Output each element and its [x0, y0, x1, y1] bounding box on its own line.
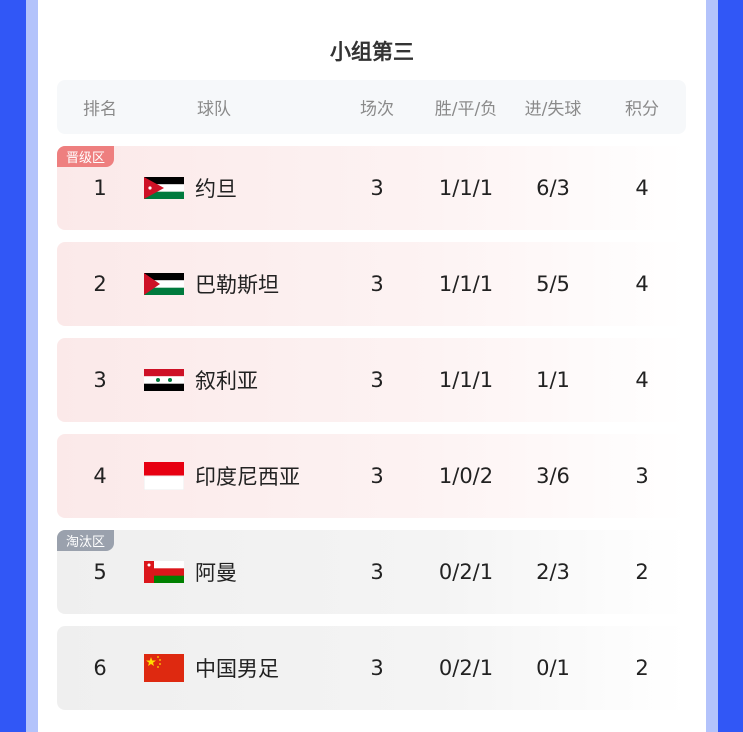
team-name: 印度尼西亚	[195, 465, 300, 489]
header-team: 球队	[197, 99, 231, 120]
goals: 5/5	[536, 272, 570, 296]
table-row[interactable]: 3 叙利亚 3 1/1/1 1/1 4	[57, 338, 686, 422]
table-row[interactable]: 晋级区 1 约旦 3 1/1/1 6/3 4	[57, 146, 686, 230]
wdl: 1/1/1	[438, 272, 494, 296]
points: 2	[635, 656, 649, 680]
goals: 1/1	[536, 368, 570, 392]
goals: 3/6	[536, 464, 570, 488]
points: 3	[635, 464, 649, 488]
rank: 1	[93, 176, 107, 200]
rank: 6	[93, 656, 107, 680]
played: 3	[370, 272, 384, 296]
rank: 2	[93, 272, 107, 296]
table-row[interactable]: 4 印度尼西亚 3 1/0/2 3/6 3	[57, 434, 686, 518]
wdl: 0/2/1	[438, 656, 494, 680]
palestine-flag-icon	[144, 273, 184, 295]
wdl: 1/0/2	[438, 464, 494, 488]
table-header: 排名 球队 场次 胜/平/负 进/失球 积分	[57, 80, 686, 134]
team-name: 叙利亚	[195, 369, 258, 393]
header-wdl: 胜/平/负	[434, 99, 498, 120]
zone-badge: 晋级区	[57, 146, 115, 167]
team-name: 约旦	[195, 177, 237, 201]
team-name: 巴勒斯坦	[195, 273, 279, 297]
played: 3	[370, 560, 384, 584]
china-flag-icon	[144, 654, 184, 682]
points: 4	[635, 368, 649, 392]
played: 3	[370, 464, 384, 488]
rank: 3	[93, 368, 107, 392]
points: 4	[635, 176, 649, 200]
left-border	[26, 0, 38, 732]
points: 4	[635, 272, 649, 296]
points: 2	[635, 560, 649, 584]
team-name: 中国男足	[195, 657, 279, 681]
header-points: 积分	[625, 99, 659, 120]
jordan-flag-icon	[144, 177, 184, 199]
group-title: 小组第三	[330, 40, 414, 64]
table-row[interactable]: 2 巴勒斯坦 3 1/1/1 5/5 4	[57, 242, 686, 326]
rank: 5	[93, 560, 107, 584]
standings-card: 小组第三 排名 球队 场次 胜/平/负 进/失球 积分 晋级区 1 约旦 3 1/1/1…	[38, 0, 706, 732]
goals: 6/3	[536, 176, 570, 200]
goals: 2/3	[536, 560, 570, 584]
indonesia-flag-icon	[144, 462, 184, 490]
wdl: 1/1/1	[438, 176, 494, 200]
played: 3	[370, 176, 384, 200]
header-goals: 进/失球	[524, 99, 582, 120]
goals: 0/1	[536, 656, 570, 680]
table-row[interactable]: 淘汰区 5 阿曼 3 0/2/1 2/3 2	[57, 530, 686, 614]
zone-badge: 淘汰区	[57, 530, 115, 551]
team-name: 阿曼	[195, 561, 237, 585]
oman-flag-icon	[144, 561, 184, 583]
header-rank: 排名	[83, 99, 117, 120]
header-played: 场次	[360, 99, 394, 120]
table-row[interactable]: 6 中国男足 3 0/2/1 0/1 2	[57, 626, 686, 710]
syria-flag-icon	[144, 369, 184, 391]
wdl: 1/1/1	[438, 368, 494, 392]
played: 3	[370, 656, 384, 680]
played: 3	[370, 368, 384, 392]
right-border	[706, 0, 718, 732]
wdl: 0/2/1	[438, 560, 494, 584]
rank: 4	[93, 464, 107, 488]
